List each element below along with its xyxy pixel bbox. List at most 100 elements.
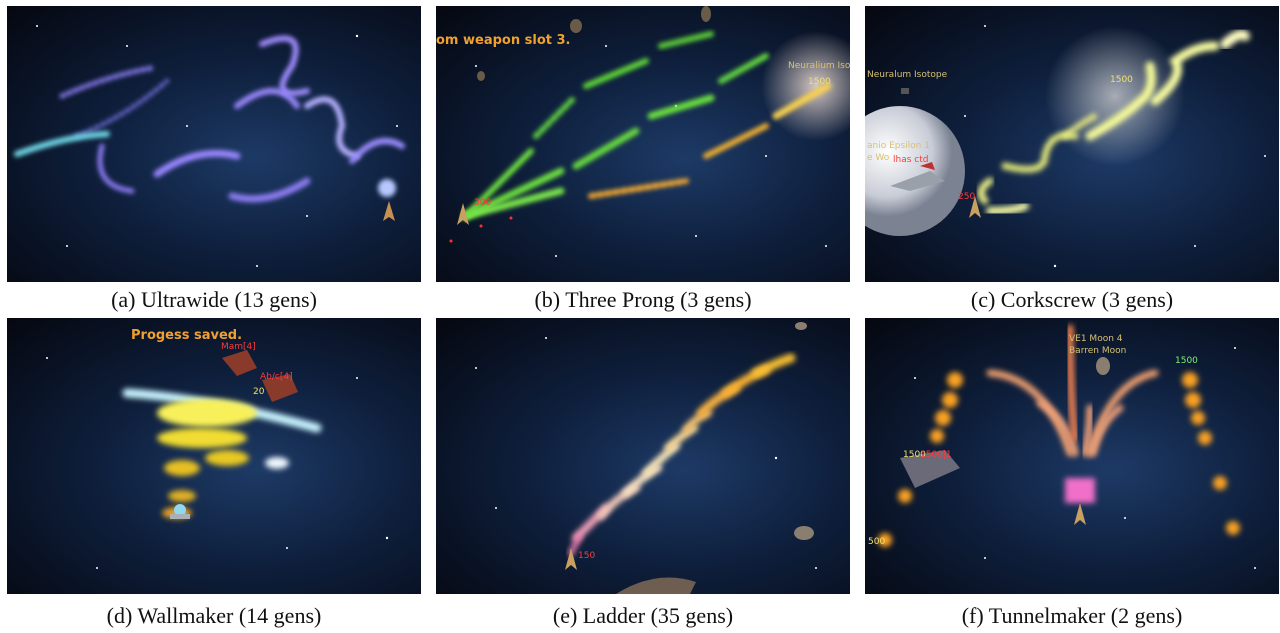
ship-tag: 250 bbox=[958, 192, 976, 202]
moon-label-line1: VE1 Moon 4 bbox=[1069, 334, 1123, 344]
player-ship bbox=[378, 179, 396, 221]
plasma-trail bbox=[14, 131, 110, 157]
asteroids bbox=[477, 6, 711, 81]
plasma-trail bbox=[703, 123, 769, 159]
nebula bbox=[761, 31, 850, 141]
plasma-trail bbox=[59, 65, 155, 99]
starfield bbox=[46, 357, 389, 569]
plasma-trail bbox=[462, 187, 565, 220]
score-label: 1500 bbox=[903, 450, 926, 460]
projectile-ladder bbox=[568, 353, 796, 556]
caption-tunnelmaker: (f) Tunnelmaker (2 gens) bbox=[961, 603, 1183, 628]
plasma-trail bbox=[1085, 61, 1156, 141]
ship-tag: 300 bbox=[474, 198, 492, 208]
enemy-tag: 1500|1 bbox=[920, 450, 952, 460]
panel-tunnelmaker: VE1 Moon 4 Barren Moon 1500 1500 1500|1 … bbox=[865, 318, 1279, 594]
starfield bbox=[475, 337, 817, 569]
enemy-tag: Ab/c[4] bbox=[260, 372, 293, 382]
plasma-trail bbox=[583, 58, 649, 89]
moon bbox=[1096, 357, 1110, 375]
plasma-trail bbox=[588, 178, 689, 199]
caption-three-prong: (b) Three Prong (3 gens) bbox=[534, 287, 752, 312]
nebula bbox=[1045, 26, 1185, 166]
plasma-trail bbox=[772, 82, 832, 120]
starfield bbox=[36, 25, 398, 267]
projectile-wall bbox=[122, 388, 322, 519]
enemy-markers bbox=[449, 216, 513, 243]
starfield bbox=[914, 347, 1256, 569]
panel-corkscrew: Neuralum Isotope 1500 anio Epsilon 1 e W… bbox=[865, 6, 1279, 282]
game-scene bbox=[14, 25, 405, 267]
plasma-trail bbox=[1066, 324, 1079, 442]
plasma-trail bbox=[1089, 404, 1124, 457]
plasma-trail bbox=[572, 127, 640, 170]
station-label-line2: e Wo bbox=[867, 153, 890, 163]
planet-label: Neuralum Isotope bbox=[867, 70, 948, 80]
score-label: 1500 bbox=[1175, 356, 1198, 366]
projectile-trails bbox=[977, 29, 1250, 215]
panel-three-prong: om weapon slot 3. Neuralium Isope 1500 3… bbox=[436, 6, 850, 282]
plasma-trail bbox=[658, 31, 714, 49]
plasma-trail bbox=[751, 353, 796, 378]
caption-wallmaker: (d) Wallmaker (14 gens) bbox=[106, 603, 322, 628]
plasma-trail bbox=[647, 94, 715, 120]
enemy-ships bbox=[222, 350, 298, 402]
game-scene bbox=[475, 322, 817, 594]
plasma-trail bbox=[228, 177, 311, 203]
starfield bbox=[964, 25, 1266, 268]
game-scene bbox=[865, 25, 1266, 268]
caption-ultrawide: (a) Ultrawide (13 gens) bbox=[111, 287, 317, 312]
score-label: 1500 bbox=[808, 77, 831, 87]
plasma-trail bbox=[622, 464, 662, 497]
plasma-trail bbox=[718, 53, 769, 84]
enemy-ship bbox=[900, 450, 960, 488]
ship-tag: 150 bbox=[578, 551, 596, 561]
plasma-trail bbox=[1062, 113, 1098, 139]
plasma-trail bbox=[234, 88, 300, 109]
score-label: 1500 bbox=[1110, 75, 1133, 85]
plasma-trail bbox=[304, 96, 360, 159]
caption-ladder: (e) Ladder (35 gens) bbox=[552, 603, 734, 628]
hud-message: om weapon slot 3. bbox=[436, 33, 571, 48]
edge-score-label: 500 bbox=[868, 537, 886, 547]
panel-ultrawide bbox=[7, 6, 421, 282]
game-scene bbox=[46, 350, 389, 569]
enemy-ship bbox=[890, 162, 945, 191]
projectile-tunnel bbox=[986, 324, 1159, 503]
plasma-trail bbox=[1081, 404, 1094, 457]
player-ship bbox=[1074, 503, 1086, 525]
projectile-trails bbox=[14, 35, 405, 203]
plasma-trail bbox=[1036, 399, 1079, 457]
planet bbox=[865, 106, 965, 236]
projectile-trails bbox=[462, 31, 832, 220]
player-ship bbox=[565, 548, 577, 570]
plasma-trail bbox=[153, 149, 241, 178]
game-scene bbox=[878, 324, 1256, 569]
station-label-line1: anio Epsilon 1 bbox=[867, 141, 930, 151]
plasma-trail bbox=[533, 95, 577, 139]
plasma-trail bbox=[986, 369, 1074, 457]
plasma-trail bbox=[1150, 41, 1220, 106]
enemy-tag: Mam[4] bbox=[221, 342, 256, 352]
plasma-trail bbox=[97, 143, 135, 194]
plasma-trail bbox=[75, 79, 169, 138]
side-projectiles bbox=[878, 372, 1240, 547]
moon-label-line2: Barren Moon bbox=[1069, 346, 1127, 356]
game-scene bbox=[449, 6, 850, 257]
plasma-trail bbox=[977, 177, 994, 205]
caption-corkscrew: (c) Corkscrew (3 gens) bbox=[970, 287, 1174, 312]
ship-tag: 20 bbox=[253, 387, 265, 397]
planet-label: Neuralium Isope bbox=[788, 61, 850, 71]
player-ship bbox=[457, 203, 469, 225]
station-icon bbox=[901, 88, 909, 94]
asteroids bbox=[794, 322, 814, 540]
player-ship bbox=[969, 196, 981, 218]
hud-message: Progess saved. bbox=[131, 328, 243, 343]
plasma-trail bbox=[463, 148, 534, 219]
station-tag: lhas ctd bbox=[893, 155, 929, 165]
panel-ladder: 150 bbox=[436, 318, 850, 594]
plasma-trail bbox=[986, 202, 1029, 215]
plasma-trail bbox=[349, 138, 405, 164]
plasma-trail bbox=[1220, 29, 1250, 49]
plasma-trail bbox=[259, 35, 310, 97]
